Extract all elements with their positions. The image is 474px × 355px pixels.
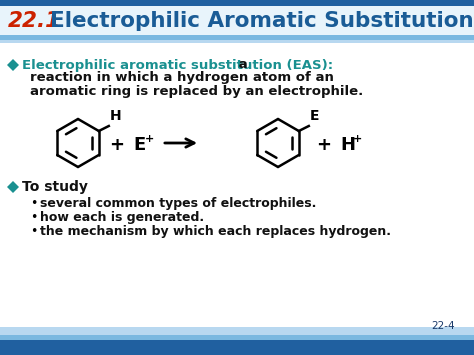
FancyBboxPatch shape (0, 335, 474, 340)
Text: +: + (109, 136, 125, 154)
FancyBboxPatch shape (0, 40, 474, 43)
FancyBboxPatch shape (0, 340, 474, 355)
Text: E: E (310, 109, 319, 123)
Text: aromatic ring is replaced by an electrophile.: aromatic ring is replaced by an electrop… (30, 84, 363, 98)
Text: 22-4: 22-4 (431, 321, 455, 331)
FancyBboxPatch shape (0, 0, 474, 35)
Text: Electrophilic Aromatic Substitution: Electrophilic Aromatic Substitution (50, 11, 474, 31)
Text: how each is generated.: how each is generated. (40, 211, 204, 224)
Text: 22.1: 22.1 (8, 11, 61, 31)
Text: the mechanism by which each replaces hydrogen.: the mechanism by which each replaces hyd… (40, 224, 391, 237)
Text: H: H (340, 136, 355, 154)
Text: H: H (110, 109, 121, 123)
FancyBboxPatch shape (0, 0, 474, 6)
Text: reaction in which a hydrogen atom of an: reaction in which a hydrogen atom of an (30, 71, 334, 84)
Text: E: E (133, 136, 145, 154)
Text: +: + (317, 136, 331, 154)
Text: several common types of electrophiles.: several common types of electrophiles. (40, 197, 316, 209)
Text: •: • (30, 224, 37, 237)
Text: •: • (30, 197, 37, 209)
FancyBboxPatch shape (0, 35, 474, 40)
Text: To study: To study (22, 180, 88, 194)
Text: •: • (30, 211, 37, 224)
Text: +: + (145, 134, 154, 144)
Text: +: + (353, 134, 362, 144)
Text: a: a (234, 59, 247, 71)
Text: Electrophilic aromatic substitution (EAS):: Electrophilic aromatic substitution (EAS… (22, 59, 333, 71)
FancyBboxPatch shape (0, 327, 474, 335)
